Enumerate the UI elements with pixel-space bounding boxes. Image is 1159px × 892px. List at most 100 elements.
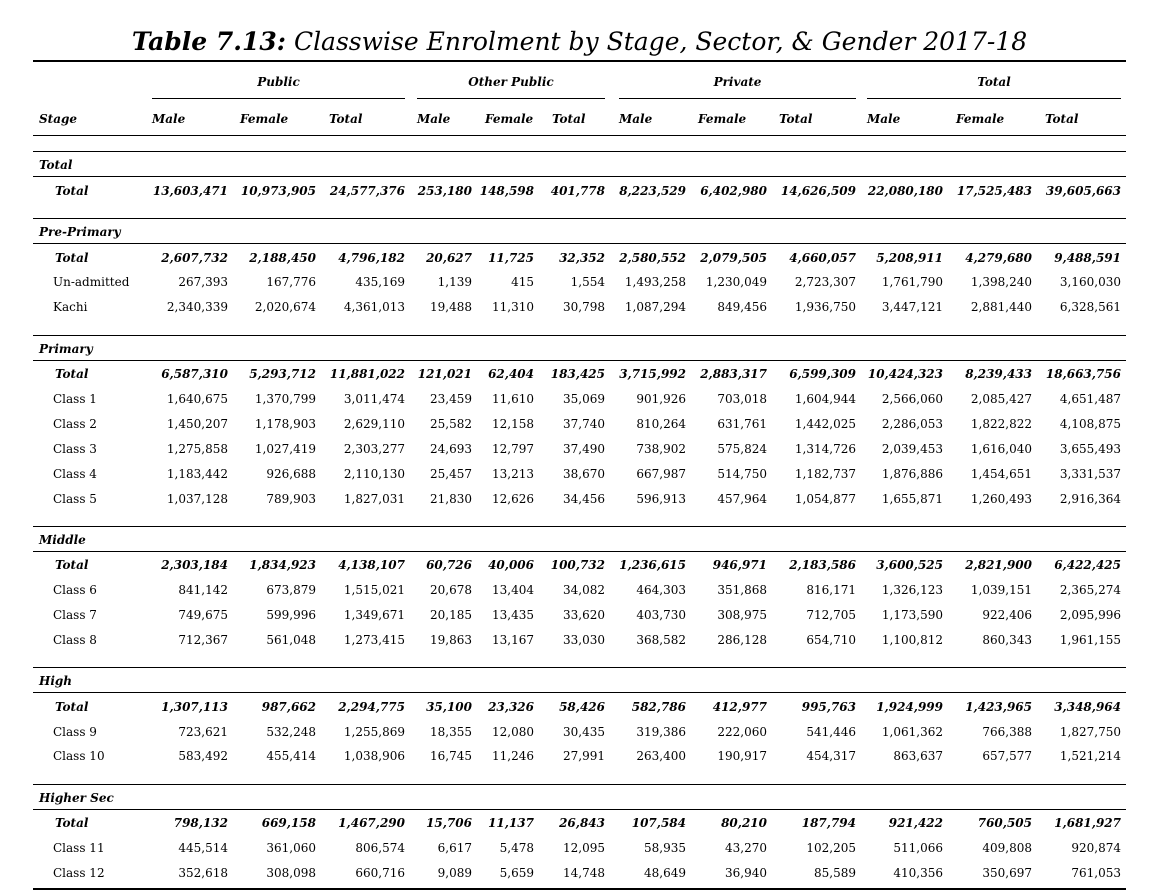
table-cell: 1,173,590 [881, 608, 943, 622]
table-cell: 1,761,790 [881, 275, 943, 289]
stage-header: Stage [39, 112, 78, 126]
section-title: Total [39, 158, 73, 172]
table-cell: 3,011,474 [343, 392, 405, 406]
table-cell: 2,039,453 [881, 442, 943, 456]
table-cell: 1,876,886 [881, 467, 943, 481]
row-label: Class 10 [53, 749, 105, 763]
row-label: Total [55, 184, 89, 198]
table-cell: 11,310 [492, 300, 534, 314]
table-cell: 4,138,107 [338, 558, 405, 572]
table-cell: 667,987 [636, 467, 686, 481]
row-label: Total [55, 816, 89, 830]
table-cell: 541,446 [806, 725, 856, 739]
row-label: Class 8 [53, 633, 97, 647]
table-cell: 921,422 [888, 816, 943, 830]
table-cell: 2,020,674 [254, 300, 316, 314]
table-cell: 816,171 [806, 583, 856, 597]
table-cell: 25,457 [430, 467, 472, 481]
table-cell: 19,863 [430, 633, 472, 647]
table-cell: 12,626 [492, 492, 534, 506]
table-cell: 712,367 [178, 633, 228, 647]
group-underline [619, 98, 856, 99]
table-cell: 2,881,440 [970, 300, 1032, 314]
table-cell: 738,902 [636, 442, 686, 456]
table-cell: 1,493,258 [624, 275, 686, 289]
table-cell: 18,355 [430, 725, 472, 739]
table-cell: 20,185 [430, 608, 472, 622]
section-title: Pre-Primary [39, 225, 121, 239]
table-cell: 190,917 [717, 749, 767, 763]
table-cell: 1,681,927 [1054, 816, 1121, 830]
table-cell: 12,797 [492, 442, 534, 456]
table-cell: 860,343 [982, 633, 1032, 647]
column-header: Total [329, 112, 363, 126]
table-cell: 4,108,875 [1059, 417, 1121, 431]
section-title: High [39, 674, 73, 688]
table-cell: 1,326,123 [881, 583, 943, 597]
column-header: Male [867, 112, 901, 126]
table-cell: 409,808 [982, 841, 1032, 855]
section-title-rule [33, 692, 1126, 693]
table-cell: 8,239,433 [965, 367, 1032, 381]
table-cell: 2,340,339 [166, 300, 228, 314]
table-cell: 703,018 [717, 392, 767, 406]
table-cell: 148,598 [479, 184, 534, 198]
section-title: Higher Sec [39, 791, 114, 805]
table-cell: 1,827,031 [343, 492, 405, 506]
table-cell: 13,435 [492, 608, 534, 622]
table-cell: 352,618 [178, 866, 228, 880]
table-cell: 1,255,869 [343, 725, 405, 739]
row-label: Class 4 [53, 467, 97, 481]
table-cell: 13,603,471 [152, 184, 228, 198]
section-rule [33, 335, 1126, 336]
table-cell: 403,730 [636, 608, 686, 622]
table-cell: 10,424,323 [867, 367, 943, 381]
section-rule [33, 151, 1126, 152]
row-label: Class 2 [53, 417, 97, 431]
table-cell: 20,678 [430, 583, 472, 597]
table-cell: 1,349,671 [343, 608, 405, 622]
table-cell: 1,183,442 [166, 467, 228, 481]
column-header: Male [417, 112, 451, 126]
table-cell: 1,178,903 [254, 417, 316, 431]
column-header: Female [240, 112, 289, 126]
table-cell: 1,275,858 [166, 442, 228, 456]
table-cell: 60,726 [426, 558, 472, 572]
table-cell: 14,748 [563, 866, 605, 880]
table-cell: 532,248 [266, 725, 316, 739]
table-cell: 1,139 [437, 275, 472, 289]
table-cell: 34,082 [563, 583, 605, 597]
column-header: Female [956, 112, 1005, 126]
table-cell: 761,053 [1071, 866, 1121, 880]
table-cell: 9,089 [437, 866, 472, 880]
table-cell: 810,264 [636, 417, 686, 431]
table-cell: 415 [511, 275, 534, 289]
table-cell: 24,693 [430, 442, 472, 456]
table-cell: 43,270 [725, 841, 767, 855]
table-cell: 27,991 [563, 749, 605, 763]
column-header: Female [485, 112, 534, 126]
table-cell: 12,158 [492, 417, 534, 431]
table-cell: 1,370,799 [254, 392, 316, 406]
table-cell: 308,098 [266, 866, 316, 880]
table-cell: 35,069 [563, 392, 605, 406]
table-cell: 37,490 [563, 442, 605, 456]
table-cell: 187,794 [801, 816, 856, 830]
table-cell: 1,924,999 [876, 700, 943, 714]
top-rule [33, 60, 1126, 62]
table-cell: 32,352 [559, 251, 605, 265]
row-label: Class 5 [53, 492, 97, 506]
table-cell: 36,940 [725, 866, 767, 880]
table-cell: 26,843 [559, 816, 605, 830]
table-cell: 673,879 [266, 583, 316, 597]
row-label: Class 7 [53, 608, 97, 622]
table-cell: 11,246 [492, 749, 534, 763]
table-cell: 660,716 [355, 866, 405, 880]
table-cell: 100,732 [550, 558, 605, 572]
section-title: Middle [39, 533, 86, 547]
table-cell: 1,655,871 [881, 492, 943, 506]
table-cell: 23,326 [488, 700, 534, 714]
table-cell: 1,822,822 [970, 417, 1032, 431]
table-cell: 1,307,113 [161, 700, 228, 714]
table-cell: 657,577 [982, 749, 1032, 763]
